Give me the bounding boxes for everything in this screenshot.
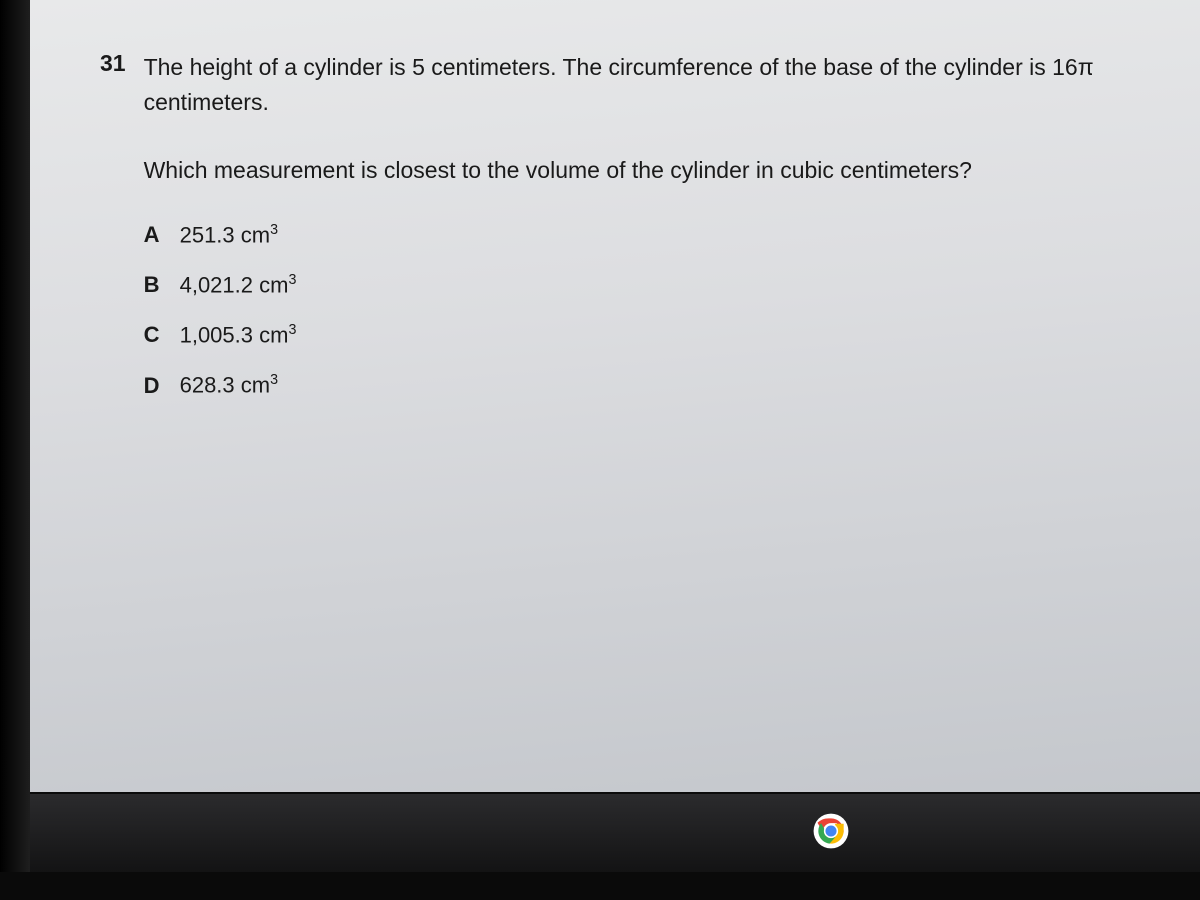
question-subprompt: Which measurement is closest to the volu… [144, 153, 1150, 188]
choice-unit: cm [241, 373, 270, 398]
document-page: 31 The height of a cylinder is 5 centime… [30, 0, 1200, 792]
choice-number: 4,021.2 [180, 272, 253, 297]
question-body: The height of a cylinder is 5 centimeter… [144, 50, 1150, 399]
choice-letter: D [144, 373, 162, 399]
choice-value: 4,021.2 cm3 [180, 272, 297, 298]
choice-unit-exp: 3 [270, 222, 278, 238]
choice-unit: cm [259, 322, 288, 347]
taskbar [30, 792, 1200, 872]
choice-value: 1,005.3 cm3 [180, 322, 297, 348]
monitor-bottom-edge [0, 872, 1200, 900]
choice-letter: B [144, 272, 162, 298]
question-block: 31 The height of a cylinder is 5 centime… [100, 50, 1150, 399]
choice-value: 251.3 cm3 [180, 222, 278, 248]
choice-unit-exp: 3 [270, 372, 278, 388]
question-number: 31 [100, 50, 126, 77]
choice-value: 628.3 cm3 [180, 372, 278, 398]
answer-choices: A 251.3 cm3 B 4,021.2 cm3 C [144, 222, 1150, 399]
monitor-left-edge [0, 0, 30, 900]
chrome-icon[interactable] [812, 812, 850, 850]
question-stem: The height of a cylinder is 5 centimeter… [144, 50, 1150, 119]
choice-number: 1,005.3 [180, 322, 253, 347]
answer-choice-d[interactable]: D 628.3 cm3 [144, 372, 1150, 398]
choice-number: 628.3 [180, 373, 235, 398]
answer-choice-b[interactable]: B 4,021.2 cm3 [144, 272, 1150, 298]
choice-unit-exp: 3 [288, 272, 296, 288]
choice-unit-exp: 3 [288, 322, 296, 338]
answer-choice-c[interactable]: C 1,005.3 cm3 [144, 322, 1150, 348]
choice-unit: cm [259, 272, 288, 297]
choice-letter: A [144, 222, 162, 248]
answer-choice-a[interactable]: A 251.3 cm3 [144, 222, 1150, 248]
choice-number: 251.3 [180, 222, 235, 247]
choice-unit: cm [241, 222, 270, 247]
choice-letter: C [144, 322, 162, 348]
